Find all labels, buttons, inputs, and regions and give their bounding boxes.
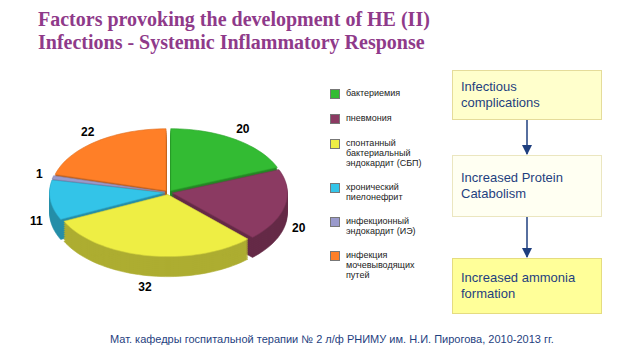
html-text:Increased ammonia formation: Increased ammonia formation	[461, 270, 576, 301]
svg-text:20: 20	[292, 221, 306, 235]
html-text:инфекция мочевыводящих путей: инфекция мочевыводящих путей	[346, 250, 415, 280]
html-text:Increased Protein Catabolism: Increased Protein Catabolism	[461, 170, 563, 201]
html-text:инфекционный эндокардит (ИЭ): инфекционный эндокардит (ИЭ)	[346, 216, 416, 236]
html-text:пневмония: пневмония	[346, 113, 392, 123]
html-text:спонтанный бактериальный эндок: спонтанный бактериальный эндокардит (СБП…	[346, 138, 422, 168]
svg-text:1: 1	[36, 167, 43, 181]
html-text:Infectious complications: Infectious complications	[461, 79, 540, 110]
html-text:Infections - Systemic Inflamma: Infections - Systemic Inflammatory Respo…	[38, 31, 425, 53]
svg-text:22: 22	[81, 125, 95, 139]
html-text:хронический пиелонефрит: хронический пиелонефрит	[346, 182, 403, 202]
html-text:бактериемия: бактериемия	[346, 88, 401, 98]
svg-text:11: 11	[30, 214, 43, 228]
svg-text:20: 20	[236, 122, 250, 136]
html-text:Factors provoking the developm: Factors provoking the development of HE …	[38, 8, 430, 30]
svg-text:32: 32	[138, 280, 152, 294]
html-text:Мат. кафедры госпитальной тера: Мат. кафедры госпитальной терапии № 2 л/…	[110, 333, 554, 345]
